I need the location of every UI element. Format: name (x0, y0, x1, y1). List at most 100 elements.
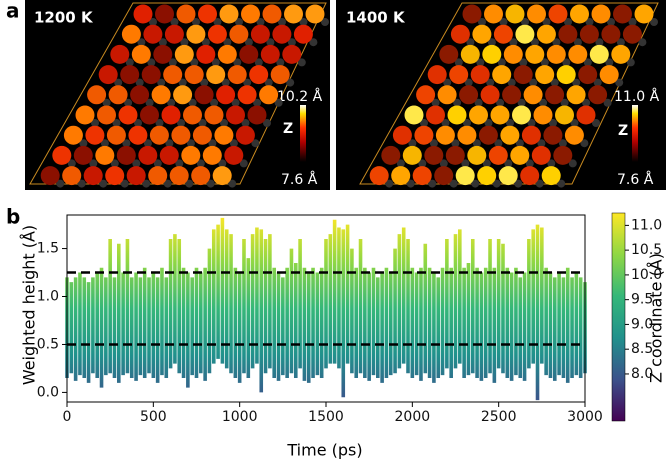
atom-shadow (170, 18, 179, 26)
atom-shadow (196, 159, 205, 168)
atom (412, 166, 432, 186)
atom (467, 145, 487, 165)
colorbar (611, 212, 626, 422)
atom-shadow (550, 78, 559, 87)
atom (183, 105, 202, 125)
atom-shadow (514, 179, 523, 188)
atom (95, 145, 115, 165)
image-title: 1200 K (34, 9, 94, 27)
atom-shadow (603, 98, 612, 107)
atom-shadow (428, 179, 437, 188)
atom-shadow (200, 78, 209, 87)
atom-shadow (254, 58, 263, 67)
atom (591, 4, 611, 24)
atom-shadow (497, 58, 506, 67)
atom (171, 125, 191, 145)
atom-shadow (124, 98, 133, 107)
z-min: 7.6 Å (281, 171, 318, 188)
atom (87, 85, 107, 105)
atom-shadow (568, 159, 577, 168)
atom (546, 44, 566, 64)
atom-shadow (228, 179, 237, 188)
atom (192, 125, 212, 145)
atom-shadow (616, 38, 625, 47)
atom (181, 145, 201, 165)
y-tick-label: 0.5 (37, 336, 59, 352)
atom-shadow (496, 98, 505, 107)
atom (460, 44, 480, 64)
atom-shadow (547, 159, 556, 168)
atom-shadow (582, 98, 591, 107)
atom-shadow (220, 119, 228, 127)
atom-shadow (605, 58, 614, 67)
atom (97, 105, 116, 125)
atom-shadow (157, 78, 166, 87)
atom-shadow (472, 139, 481, 148)
atom (533, 105, 553, 125)
atom (445, 145, 465, 165)
atom-shadow (572, 78, 581, 87)
atom (159, 145, 179, 165)
atom (545, 85, 565, 105)
atom-shadow (180, 38, 189, 47)
atom (216, 85, 236, 105)
atom (521, 125, 541, 145)
atom-shadow (515, 139, 524, 148)
y-tick-label: 1.5 (37, 241, 59, 257)
atom-shadow (100, 139, 109, 148)
atom (239, 44, 259, 64)
atom (173, 85, 193, 105)
atom (241, 4, 260, 24)
atom (498, 166, 518, 186)
atom-shadow (464, 78, 473, 87)
atom (262, 4, 282, 24)
atom (131, 44, 151, 64)
atom-shadow (463, 119, 471, 127)
y-axis-label: Weighted height (Å) (20, 225, 39, 385)
atom-shadow (120, 179, 129, 188)
colorbar-tick-label: 8.5 (631, 341, 653, 357)
atom (613, 4, 632, 24)
atom-shadow (233, 58, 242, 67)
atom-shadow (396, 159, 405, 168)
atom-shadow (564, 18, 572, 26)
atom-shadow (143, 139, 152, 148)
atom (541, 166, 561, 186)
atom-shadow (231, 98, 240, 107)
atom-shadow (461, 159, 470, 168)
z-colorbar (632, 105, 638, 162)
atom (206, 65, 226, 85)
atom (469, 105, 488, 125)
atom (579, 24, 599, 44)
atom-shadow (155, 119, 164, 127)
atom-shadow (592, 119, 600, 127)
atom (237, 85, 257, 105)
atom (194, 85, 214, 105)
atom (143, 24, 163, 44)
atom-shadow (542, 18, 551, 26)
atom (531, 145, 551, 165)
atom (391, 166, 411, 186)
atom-shadow (218, 159, 227, 168)
x-tick-label: 500 (140, 409, 167, 425)
atom (155, 4, 174, 24)
atom-shadow (122, 139, 131, 148)
atom (40, 166, 60, 186)
atom-shadow (525, 159, 534, 168)
atom-shadow (243, 78, 252, 87)
atom-shadow (638, 38, 647, 47)
z-label: Z (283, 121, 293, 137)
atom (235, 125, 255, 145)
atom-shadow (211, 58, 220, 67)
atom-shadow (112, 119, 121, 127)
atom (515, 24, 535, 44)
z-min: 7.6 Å (617, 171, 654, 188)
atom (161, 105, 181, 125)
colorbar-tick-label: 9.5 (631, 292, 653, 308)
panel-label: b (6, 205, 20, 229)
atom-shadow (539, 98, 548, 107)
atom-shadow (607, 18, 615, 26)
atom (500, 125, 520, 145)
atom (566, 85, 586, 105)
atom-shadow (626, 58, 635, 67)
